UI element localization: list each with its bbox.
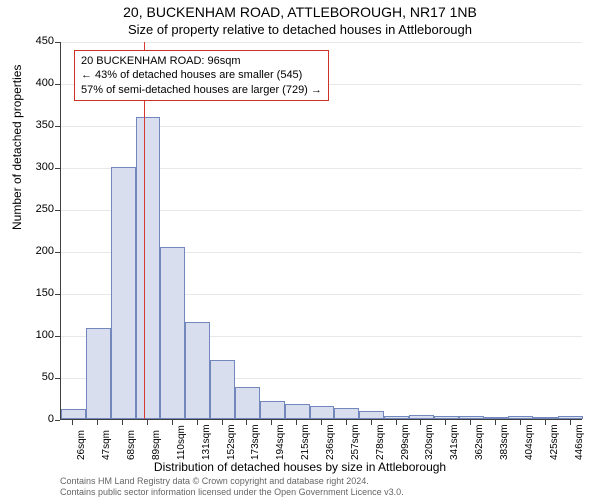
histogram-bar	[409, 415, 434, 419]
x-tick-label: 362sqm	[474, 424, 485, 460]
x-tick-label: 299sqm	[400, 424, 411, 460]
histogram-bar	[136, 117, 161, 419]
histogram-bar	[384, 416, 409, 419]
x-tick	[445, 420, 446, 425]
x-tick	[470, 420, 471, 425]
y-tick-label: 300	[14, 161, 54, 173]
x-tick	[72, 420, 73, 425]
annotation-line-1: 20 BUCKENHAM ROAD: 96sqm	[81, 54, 322, 68]
histogram-bar	[285, 404, 310, 419]
x-tick-label: 425sqm	[549, 424, 560, 460]
y-tick-label: 350	[14, 119, 54, 131]
annotation-box: 20 BUCKENHAM ROAD: 96sqm← 43% of detache…	[74, 50, 329, 101]
y-tick	[55, 294, 60, 295]
x-tick	[396, 420, 397, 425]
histogram-bar	[508, 416, 533, 419]
x-tick	[172, 420, 173, 425]
x-tick-label: 278sqm	[375, 424, 386, 460]
x-tick-label: 236sqm	[325, 424, 336, 460]
x-tick-label: 341sqm	[449, 424, 460, 460]
histogram-bar	[160, 247, 185, 419]
x-tick-label: 404sqm	[524, 424, 535, 460]
x-tick	[97, 420, 98, 425]
x-tick-label: 257sqm	[350, 424, 361, 460]
x-tick-label: 26sqm	[76, 430, 87, 460]
y-tick	[55, 420, 60, 421]
x-tick-label: 320sqm	[424, 424, 435, 460]
x-tick-label: 383sqm	[499, 424, 510, 460]
histogram-bar	[61, 409, 86, 419]
histogram-bar	[533, 417, 558, 419]
y-tick	[55, 126, 60, 127]
footer-line-2: Contains public sector information licen…	[60, 487, 404, 498]
x-tick	[271, 420, 272, 425]
x-tick	[246, 420, 247, 425]
histogram-bar	[210, 360, 235, 419]
x-tick-label: 89sqm	[151, 430, 162, 460]
histogram-bar	[558, 416, 583, 419]
x-tick-label: 47sqm	[101, 430, 112, 460]
grid-line	[61, 42, 582, 43]
x-tick	[321, 420, 322, 425]
histogram-bar	[260, 401, 285, 419]
x-tick	[545, 420, 546, 425]
histogram-bar	[111, 167, 136, 419]
x-tick	[222, 420, 223, 425]
histogram-bar	[235, 387, 260, 419]
y-tick	[55, 378, 60, 379]
x-tick	[570, 420, 571, 425]
y-tick-label: 400	[14, 77, 54, 89]
y-tick-label: 150	[14, 287, 54, 299]
x-tick-label: 446sqm	[574, 424, 585, 460]
x-tick	[296, 420, 297, 425]
y-tick-label: 250	[14, 203, 54, 215]
histogram-bar	[434, 416, 459, 419]
x-tick-label: 173sqm	[250, 424, 261, 460]
x-tick-label: 68sqm	[126, 430, 137, 460]
x-tick-label: 215sqm	[300, 424, 311, 460]
annotation-line-3: 57% of semi-detached houses are larger (…	[81, 83, 322, 97]
histogram-bar	[484, 417, 509, 419]
x-tick-label: 194sqm	[275, 424, 286, 460]
y-tick-label: 50	[14, 371, 54, 383]
y-tick-label: 100	[14, 329, 54, 341]
histogram-bar	[185, 322, 210, 419]
chart-container: 20, BUCKENHAM ROAD, ATTLEBOROUGH, NR17 1…	[0, 0, 600, 500]
histogram-bar	[359, 411, 384, 419]
footer-text: Contains HM Land Registry data © Crown c…	[60, 476, 404, 498]
y-tick	[55, 42, 60, 43]
x-tick	[520, 420, 521, 425]
y-tick	[55, 252, 60, 253]
x-tick-label: 131sqm	[201, 424, 212, 460]
x-tick-label: 152sqm	[226, 424, 237, 460]
y-tick-label: 0	[14, 413, 54, 425]
x-tick	[197, 420, 198, 425]
x-tick	[420, 420, 421, 425]
annotation-line-2: ← 43% of detached houses are smaller (54…	[81, 68, 322, 82]
x-tick	[495, 420, 496, 425]
y-tick-label: 200	[14, 245, 54, 257]
y-tick	[55, 168, 60, 169]
y-tick-label: 450	[14, 35, 54, 47]
y-tick	[55, 210, 60, 211]
footer-line-1: Contains HM Land Registry data © Crown c…	[60, 476, 404, 487]
chart-title-2: Size of property relative to detached ho…	[0, 22, 600, 37]
x-tick-label: 110sqm	[176, 425, 187, 460]
x-tick	[346, 420, 347, 425]
histogram-bar	[334, 408, 359, 419]
chart-title-1: 20, BUCKENHAM ROAD, ATTLEBOROUGH, NR17 1…	[0, 4, 600, 20]
x-axis-label: Distribution of detached houses by size …	[0, 460, 600, 474]
y-tick	[55, 336, 60, 337]
histogram-bar	[310, 406, 335, 419]
x-tick	[371, 420, 372, 425]
y-tick	[55, 84, 60, 85]
histogram-bar	[459, 416, 484, 419]
x-tick	[147, 420, 148, 425]
x-tick	[122, 420, 123, 425]
histogram-bar	[86, 328, 111, 419]
